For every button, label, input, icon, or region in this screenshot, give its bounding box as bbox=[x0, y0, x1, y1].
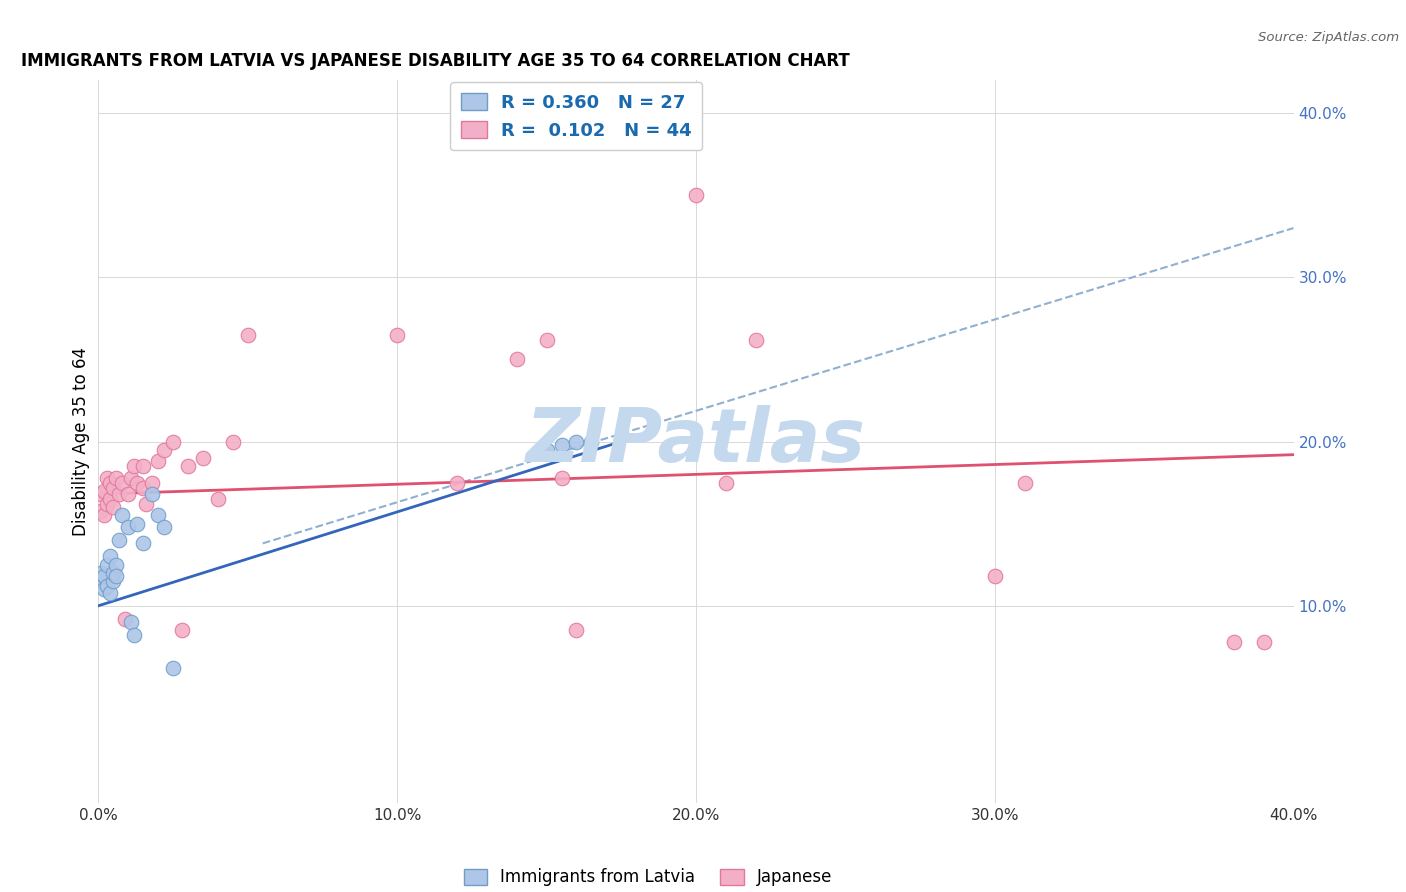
Point bbox=[96, 497, 118, 511]
Point bbox=[141, 487, 163, 501]
Point bbox=[1014, 475, 1036, 490]
Text: Source: ZipAtlas.com: Source: ZipAtlas.com bbox=[1258, 31, 1399, 45]
Point bbox=[90, 574, 112, 588]
Legend: Immigrants from Latvia, Japanese: Immigrants from Latvia, Japanese bbox=[457, 862, 839, 892]
Point bbox=[117, 520, 139, 534]
Point bbox=[124, 628, 146, 642]
Point bbox=[103, 500, 125, 515]
Point bbox=[127, 516, 149, 531]
Point bbox=[96, 470, 118, 484]
Point bbox=[132, 481, 155, 495]
Point bbox=[132, 459, 155, 474]
Point bbox=[191, 450, 214, 465]
Point bbox=[177, 459, 200, 474]
Point bbox=[685, 188, 707, 202]
Point bbox=[120, 615, 142, 630]
Point bbox=[714, 475, 737, 490]
Point bbox=[536, 442, 558, 457]
Point bbox=[1223, 635, 1246, 649]
Point bbox=[550, 438, 572, 452]
Point bbox=[90, 503, 112, 517]
Point bbox=[162, 661, 184, 675]
Point bbox=[120, 470, 142, 484]
Point bbox=[103, 481, 125, 495]
Point bbox=[506, 352, 529, 367]
Point bbox=[103, 566, 125, 580]
Point bbox=[93, 508, 115, 523]
Point bbox=[90, 566, 112, 580]
Point bbox=[135, 497, 157, 511]
Point bbox=[148, 454, 170, 468]
Point bbox=[148, 508, 170, 523]
Point bbox=[565, 624, 588, 638]
Point bbox=[93, 483, 115, 498]
Point bbox=[581, 434, 603, 449]
Point bbox=[984, 569, 1007, 583]
Point bbox=[153, 442, 176, 457]
Point bbox=[236, 327, 259, 342]
Point bbox=[222, 434, 245, 449]
Point bbox=[105, 470, 128, 484]
Point bbox=[385, 327, 409, 342]
Point bbox=[132, 536, 155, 550]
Point bbox=[105, 558, 128, 572]
Point bbox=[172, 624, 194, 638]
Point bbox=[103, 574, 125, 588]
Point bbox=[93, 569, 115, 583]
Point bbox=[111, 508, 134, 523]
Point bbox=[98, 549, 122, 564]
Point bbox=[111, 475, 134, 490]
Point bbox=[108, 487, 131, 501]
Point bbox=[565, 434, 588, 449]
Point bbox=[98, 491, 122, 506]
Point bbox=[550, 470, 572, 484]
Point bbox=[108, 533, 131, 547]
Point bbox=[98, 585, 122, 599]
Point bbox=[90, 487, 112, 501]
Point bbox=[162, 434, 184, 449]
Point bbox=[117, 487, 139, 501]
Point bbox=[96, 558, 118, 572]
Text: IMMIGRANTS FROM LATVIA VS JAPANESE DISABILITY AGE 35 TO 64 CORRELATION CHART: IMMIGRANTS FROM LATVIA VS JAPANESE DISAB… bbox=[21, 53, 849, 70]
Text: ZIPatlas: ZIPatlas bbox=[526, 405, 866, 478]
Point bbox=[98, 475, 122, 490]
Point bbox=[124, 459, 146, 474]
Point bbox=[114, 612, 136, 626]
Point bbox=[153, 520, 176, 534]
Point bbox=[93, 582, 115, 597]
Point bbox=[127, 475, 149, 490]
Point bbox=[446, 475, 468, 490]
Y-axis label: Disability Age 35 to 64: Disability Age 35 to 64 bbox=[72, 347, 90, 536]
Point bbox=[745, 333, 768, 347]
Point bbox=[1253, 635, 1275, 649]
Point bbox=[141, 475, 163, 490]
Point bbox=[536, 333, 558, 347]
Point bbox=[105, 569, 128, 583]
Point bbox=[96, 579, 118, 593]
Point bbox=[207, 491, 229, 506]
